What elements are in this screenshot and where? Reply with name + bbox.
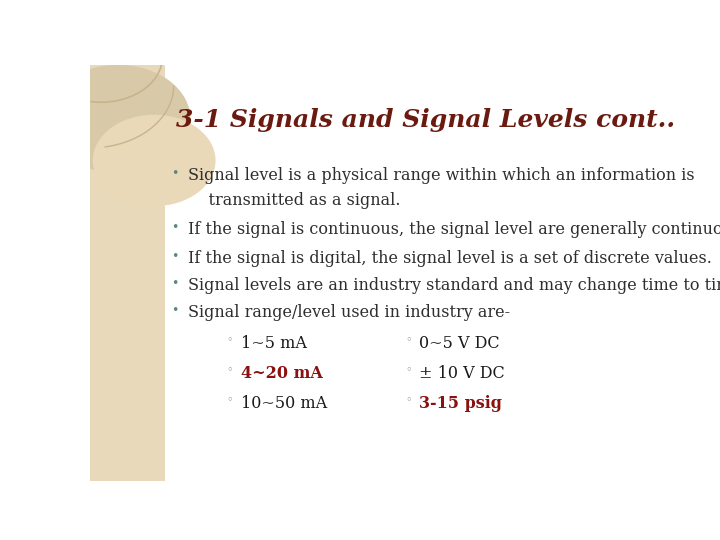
Text: •: •	[171, 277, 179, 290]
Text: ± 10 V DC: ± 10 V DC	[419, 365, 505, 382]
FancyBboxPatch shape	[90, 65, 166, 481]
Text: •: •	[171, 221, 179, 234]
Text: ◦: ◦	[227, 395, 233, 405]
Text: ◦: ◦	[227, 335, 233, 345]
Text: ◦: ◦	[405, 395, 412, 405]
Circle shape	[93, 114, 215, 206]
Text: Signal level is a physical range within which an information is: Signal level is a physical range within …	[188, 167, 694, 184]
Text: 3-1 Signals and Signal Levels cont..: 3-1 Signals and Signal Levels cont..	[176, 109, 675, 132]
Text: 1~5 mA: 1~5 mA	[240, 335, 307, 352]
Text: ◦: ◦	[405, 365, 412, 375]
Text: 10~50 mA: 10~50 mA	[240, 395, 327, 412]
Text: 0~5 V DC: 0~5 V DC	[419, 335, 500, 352]
Text: If the signal is digital, the signal level is a set of discrete values.: If the signal is digital, the signal lev…	[188, 250, 711, 267]
Text: •: •	[171, 304, 179, 317]
Circle shape	[45, 65, 190, 173]
Text: 3-15 psig: 3-15 psig	[419, 395, 503, 412]
Text: •: •	[171, 250, 179, 263]
Text: transmitted as a signal.: transmitted as a signal.	[188, 192, 400, 208]
Text: ◦: ◦	[405, 335, 412, 345]
Text: Signal range/level used in industry are-: Signal range/level used in industry are-	[188, 304, 510, 321]
Text: •: •	[171, 167, 179, 180]
Text: Signal levels are an industry standard and may change time to time.: Signal levels are an industry standard a…	[188, 277, 720, 294]
Text: If the signal is continuous, the signal level are generally continuous.: If the signal is continuous, the signal …	[188, 221, 720, 238]
Text: 4~20 mA: 4~20 mA	[240, 365, 323, 382]
Text: ◦: ◦	[227, 365, 233, 375]
